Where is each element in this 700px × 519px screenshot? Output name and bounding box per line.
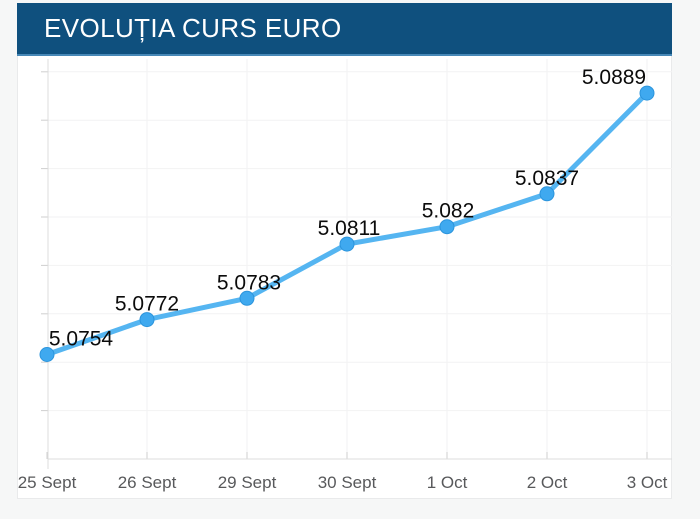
data-point-marker[interactable] [239,290,255,306]
data-point-marker[interactable] [39,347,55,362]
data-point-label: 5.0837 [515,167,579,190]
data-point-label: 5.0811 [318,217,381,240]
data-point-label: 5.082 [422,200,475,223]
data-point-label: 5.0772 [115,293,179,316]
data-point-marker[interactable] [139,312,155,328]
x-axis-label: 26 Sept [118,473,177,492]
x-axis-label: 2 Oct [527,473,568,492]
x-axis-label: 25 Sept [18,473,77,492]
data-point-marker[interactable] [639,85,655,101]
data-point-label: 5.0889 [582,66,646,89]
data-point-marker[interactable] [539,186,555,202]
x-axis-label: 3 Oct [627,473,668,492]
data-point-marker[interactable] [439,219,455,235]
x-axis-label: 29 Sept [218,473,277,492]
chart-title: EVOLUȚIA CURS EURO [44,13,342,43]
chart-header: EVOLUȚIA CURS EURO [17,3,672,56]
x-axis-label: 1 Oct [427,473,468,492]
euro-line-chart: 5.0754 25 Sept 5.0772 26 Sept 5.0783 29 Sept 5… [18,59,672,492]
data-point-label: 5.0754 [49,328,114,351]
data-point-label: 5.0783 [217,271,281,294]
x-axis-label: 30 Sept [318,473,377,492]
data-point-marker[interactable] [339,236,355,252]
